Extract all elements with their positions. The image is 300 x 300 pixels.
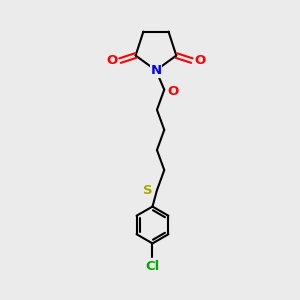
Text: N: N: [150, 64, 161, 77]
Text: S: S: [143, 184, 152, 197]
Text: Cl: Cl: [146, 260, 160, 273]
Text: O: O: [168, 85, 179, 98]
Text: O: O: [106, 54, 118, 67]
Text: O: O: [194, 54, 206, 67]
